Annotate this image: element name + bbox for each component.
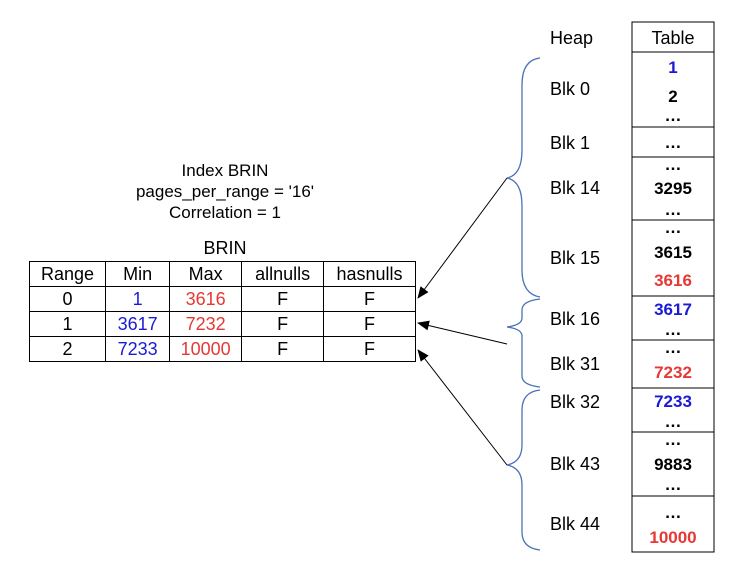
max-cell: 7232	[169, 311, 243, 337]
table-value: 3295	[654, 179, 692, 198]
min-cell: 3617	[105, 311, 171, 337]
min-cell: 1	[105, 286, 171, 312]
heap-block-44: Blk 44	[550, 514, 601, 534]
table-value: …	[664, 338, 682, 357]
table-value: …	[664, 475, 682, 494]
table-value: 10000	[649, 528, 697, 547]
table-value: …	[664, 412, 682, 431]
table-value: 3616	[654, 271, 692, 290]
table-value: 3615	[654, 243, 692, 262]
table-row: 2 7233 10000 F F	[28, 336, 416, 362]
arrow-range-0	[417, 177, 508, 299]
table-value: …	[664, 133, 682, 152]
range-cell: 0	[28, 286, 107, 312]
heap-title: Heap	[550, 28, 594, 48]
table-value: …	[664, 503, 682, 522]
heap-block-0: Blk 0	[550, 79, 591, 99]
header-range: Range	[28, 261, 107, 287]
table-value: 1	[668, 58, 678, 77]
table-value: …	[664, 106, 682, 125]
heap-block-31: Blk 31	[550, 354, 601, 374]
allnulls-cell: F	[241, 336, 325, 362]
allnulls-cell: F	[241, 311, 325, 337]
range-cell: 2	[28, 336, 107, 362]
table-value: …	[664, 218, 682, 237]
brace-range-2	[506, 389, 541, 551]
range-cell: 1	[28, 311, 107, 337]
heap-block-15: Blk 15	[550, 248, 601, 268]
header-max: Max	[169, 261, 243, 287]
table-value: …	[664, 320, 682, 339]
heap-block-16: Blk 16	[550, 309, 601, 329]
heap-block-32: Blk 32	[550, 392, 601, 412]
table-value: 9883	[654, 455, 692, 474]
table-column-outline	[631, 21, 715, 553]
table-title: Table	[651, 28, 695, 48]
heap-block-14: Blk 14	[550, 178, 601, 198]
header-hasnulls: hasnulls	[323, 261, 416, 287]
table-value: 3617	[654, 300, 692, 319]
header-allnulls: allnulls	[241, 261, 325, 287]
table-value: 7232	[654, 363, 692, 382]
index-info: Index BRIN pages_per_range = '16' Correl…	[110, 160, 340, 223]
index-name: Index BRIN	[181, 161, 269, 180]
table-value: …	[664, 430, 682, 449]
heap-block-43: Blk 43	[550, 454, 601, 474]
arrow-range-1	[417, 320, 508, 345]
pages-per-range: pages_per_range = '16'	[135, 182, 315, 201]
brin-title: BRIN	[203, 238, 247, 258]
table-value: …	[664, 200, 682, 219]
min-cell: 7233	[105, 336, 171, 362]
table-value: 7233	[654, 392, 692, 411]
allnulls-cell: F	[241, 286, 325, 312]
arrow-range-2	[417, 349, 508, 466]
brin-header-row: Range Min Max allnulls hasnulls	[28, 261, 416, 287]
table-value: 2	[668, 87, 678, 106]
max-cell: 10000	[169, 336, 243, 362]
brin-table: Range Min Max allnulls hasnulls 0 1 3616…	[28, 261, 416, 362]
heap-block-1: Blk 1	[550, 133, 591, 153]
table-value: …	[664, 155, 682, 174]
brace-range-0	[506, 57, 541, 298]
correlation: Correlation = 1	[169, 203, 281, 222]
brace-range-1	[506, 298, 541, 388]
hasnulls-cell: F	[323, 336, 416, 362]
